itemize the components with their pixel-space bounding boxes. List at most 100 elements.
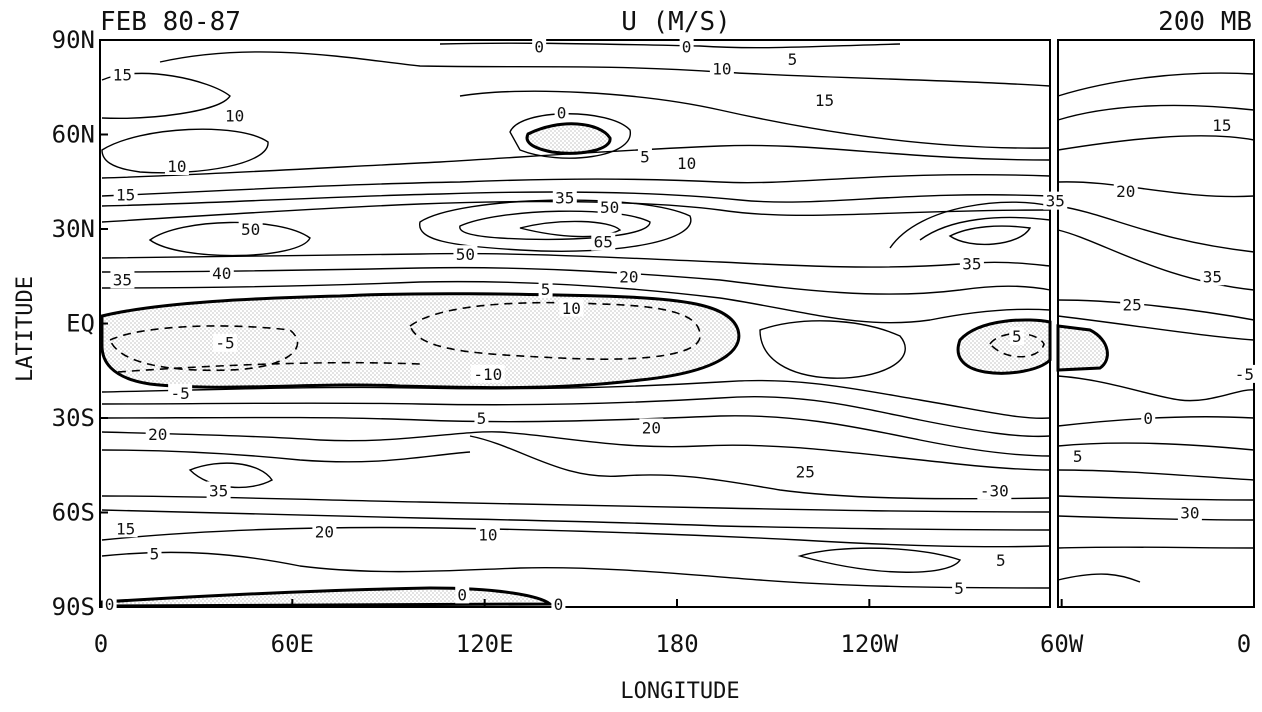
contour-label-bg: [209, 264, 234, 283]
contour-label-bg: [206, 481, 231, 500]
contour-line: [439, 42, 901, 49]
contour-label-bg: [1043, 191, 1068, 210]
y-tick-label: 60N: [52, 121, 95, 149]
contour-label: 0: [105, 595, 115, 614]
contour-line: [509, 113, 631, 159]
contour-label-bg: [455, 585, 470, 604]
contour-line: [148, 221, 311, 257]
contour-label: 15: [116, 519, 135, 538]
contour-label: 40: [212, 264, 231, 283]
y-tick-label: EQ: [66, 310, 95, 338]
contour-label-bg: [1113, 182, 1138, 201]
contour-label: 15: [116, 185, 135, 204]
contour-line: [1057, 573, 1141, 583]
contour-label-bg: [637, 147, 652, 166]
contour-label-bg: [475, 525, 500, 544]
contour-label-bg: [616, 267, 641, 286]
contour-line: [1057, 442, 1255, 451]
contour-label: 0: [534, 37, 544, 56]
contour-label-bg: [639, 418, 664, 437]
contour-label-bg: [110, 270, 135, 289]
contour-line: [1057, 375, 1255, 402]
contour-line: [469, 435, 1051, 500]
x-axis-label: LONGITUDE: [620, 679, 739, 704]
contour-label: 15: [1212, 116, 1231, 135]
contour-label: -5: [1235, 365, 1254, 384]
contour-label-bg: [164, 157, 189, 175]
contour-label: 5: [1012, 327, 1022, 346]
contour-label-bg: [552, 188, 577, 207]
contour-label-bg: [591, 232, 616, 251]
y-tick-label: 30N: [52, 215, 95, 243]
contour-label: 25: [796, 463, 815, 482]
contour-label-bg: [147, 544, 162, 563]
contour-label: 10: [677, 154, 696, 173]
contour-label-bg: [674, 153, 699, 172]
contour-label: 35: [555, 189, 574, 208]
contour-label-bg: [213, 333, 238, 352]
contour-label-bg: [551, 594, 566, 613]
contour-label: 5: [1073, 447, 1083, 466]
contour-line: [1057, 495, 1255, 501]
contour-label-bg: [470, 364, 505, 383]
contour-label-bg: [1120, 295, 1145, 314]
contour-label-bg: [102, 594, 117, 613]
contour-label-bg: [1209, 116, 1234, 135]
negative-region-arctic: [525, 122, 612, 155]
contour-label: 0: [682, 37, 692, 56]
contour-label-bg: [453, 245, 478, 264]
contour-label: -10: [473, 365, 502, 384]
contour-label: 30: [1180, 504, 1199, 523]
contour-label: 5: [477, 409, 487, 428]
contour-label: 5: [954, 579, 964, 598]
negative-region-east-pacific: [956, 318, 1052, 375]
contour-line: [101, 173, 1051, 197]
contour-label: 20: [1116, 182, 1135, 201]
contour-label-bg: [959, 254, 984, 273]
contour-label-bg: [812, 90, 837, 109]
contour-line: [101, 396, 1051, 438]
contour-label: 5: [788, 50, 798, 69]
contour-label: 50: [456, 245, 475, 264]
plot-frame-right: [1057, 39, 1255, 608]
contour-line: [101, 379, 1051, 419]
y-tick-label: 60S: [52, 499, 95, 527]
contour-line: [1057, 416, 1255, 427]
x-tick-label: 180: [655, 630, 698, 658]
y-tick-label: 30S: [52, 404, 95, 432]
dashed-contour: [409, 301, 701, 360]
contour-label-bg: [1232, 364, 1257, 383]
contour-line: [759, 320, 906, 379]
contour-line: [1057, 299, 1255, 321]
contour-line: [519, 220, 622, 238]
contour-label-bg: [113, 185, 138, 204]
contour-label-bg: [559, 298, 584, 317]
contour-label-bg: [238, 220, 263, 238]
contour-label-bg: [785, 49, 800, 68]
contour-line: [101, 266, 1051, 295]
contour-line: [1057, 546, 1255, 549]
contour-line: [101, 72, 231, 119]
contour-label: -30: [980, 481, 1009, 500]
contour-label-bg: [679, 37, 694, 56]
contour-line: [188, 462, 274, 489]
contour-line: [159, 51, 1051, 87]
contour-label: 10: [562, 299, 581, 318]
contour-line: [419, 199, 692, 252]
contour-line: [101, 128, 269, 174]
contour-label: 10: [225, 107, 244, 126]
contour-line: [1057, 229, 1255, 291]
contour-label: 20: [315, 522, 334, 541]
contour-label: 35: [1203, 267, 1222, 286]
contour-line: [1057, 181, 1255, 198]
contour-label: 0: [554, 595, 564, 614]
x-tick-label: 60E: [271, 630, 314, 658]
title-left: FEB 80-87: [100, 7, 241, 37]
contour-label-bg: [1070, 446, 1085, 465]
contour-label: 20: [148, 425, 167, 444]
contour-label: 50: [241, 220, 260, 239]
contour-line: [1057, 135, 1255, 151]
contour-line: [1057, 515, 1255, 521]
negative-shading: [100, 122, 1109, 608]
